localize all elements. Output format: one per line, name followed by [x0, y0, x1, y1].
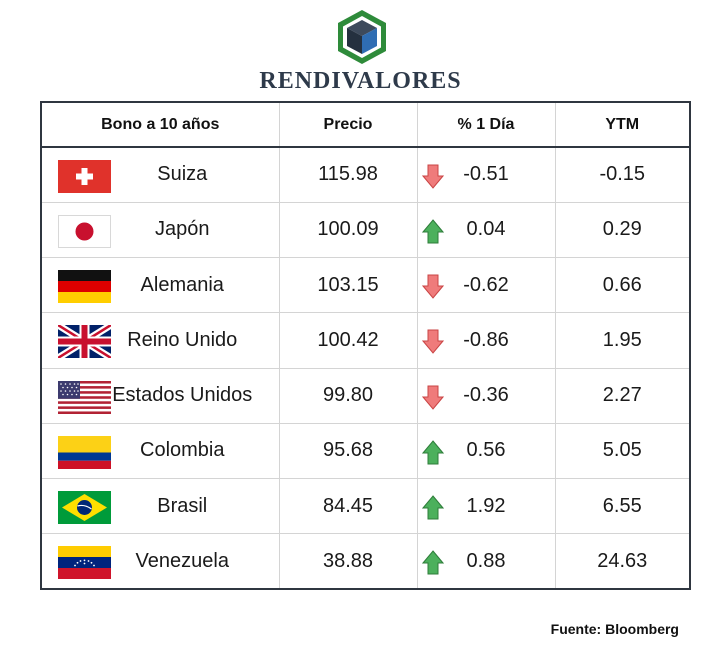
ytm-cell: 24.63 [554, 533, 691, 590]
change-value: 0.88 [466, 549, 506, 572]
down-arrow-icon [421, 329, 444, 355]
ytm-cell: 6.55 [554, 477, 691, 535]
colombia-flag-icon [58, 435, 111, 469]
price-cell: 84.45 [278, 477, 418, 535]
change-cell: 0.88 [416, 533, 556, 590]
header-ytm: YTM [554, 101, 691, 148]
brand-name: RENDIVALORES [259, 68, 462, 94]
price-cell: 100.09 [278, 201, 418, 259]
down-arrow-icon [421, 274, 444, 299]
change-cell: -0.62 [416, 256, 556, 314]
country-cell: Alemania [40, 256, 280, 314]
ytm-cell: 2.27 [554, 367, 691, 424]
table-row: Reino Unido 100.42 -0.86 1.95 [40, 312, 691, 369]
country-name: Alemania [140, 273, 224, 296]
price-cell: 99.80 [278, 367, 418, 424]
table-row: Brasil 84.45 1.92 6.55 [40, 477, 691, 535]
change-value: -0.62 [463, 273, 509, 296]
table-row: Venezuela 38.88 0.88 24.63 [40, 533, 691, 590]
up-arrow-icon [421, 550, 444, 575]
country-name: Suiza [157, 163, 208, 186]
united-kingdom-flag-icon [58, 325, 111, 359]
price-cell: 95.68 [278, 422, 418, 480]
country-name: Japón [155, 218, 210, 241]
ytm-cell: 0.66 [554, 256, 691, 314]
country-cell: Colombia [40, 422, 280, 480]
brand-logo-icon [338, 10, 386, 64]
country-name: Brasil [157, 494, 208, 517]
change-cell: 1.92 [416, 477, 556, 535]
country-cell: Brasil [40, 477, 280, 535]
change-cell: 0.56 [416, 422, 556, 480]
change-value: -0.86 [463, 328, 509, 351]
country-cell: Suiza [40, 146, 280, 203]
table-row: Alemania 103.15 -0.62 0.66 [40, 256, 691, 314]
ytm-cell: -0.15 [554, 146, 691, 203]
country-name: Colombia [140, 439, 225, 462]
country-cell: Estados Unidos [40, 367, 280, 424]
germany-flag-icon [58, 270, 111, 303]
japan-flag-icon [58, 214, 111, 248]
change-value: -0.36 [463, 384, 509, 407]
table-row: Suiza 115.98 -0.51 -0.15 [40, 146, 691, 203]
ytm-cell: 1.95 [554, 312, 691, 369]
change-value: 0.04 [466, 218, 506, 241]
ytm-cell: 0.29 [554, 201, 691, 259]
country-name: Venezuela [135, 549, 229, 572]
up-arrow-icon [421, 495, 444, 520]
price-cell: 103.15 [278, 256, 418, 314]
change-value: 0.56 [466, 439, 506, 462]
header-change: % 1 Día [416, 101, 556, 148]
price-cell: 115.98 [278, 146, 418, 203]
ytm-cell: 5.05 [554, 422, 691, 480]
header-bond: Bono a 10 años [40, 101, 280, 148]
price-cell: 100.42 [278, 312, 418, 369]
header-price: Precio [278, 101, 418, 148]
down-arrow-icon [421, 164, 444, 189]
source-note: Fuente: Bloomberg [550, 621, 679, 637]
bond-table: Bono a 10 años Precio % 1 Día YTM Suiza … [40, 101, 691, 590]
country-name: Reino Unido [127, 328, 238, 351]
price-cell: 38.88 [278, 533, 418, 590]
table-row: Japón 100.09 0.04 0.29 [40, 201, 691, 259]
country-cell: Japón [40, 201, 280, 259]
change-cell: -0.51 [416, 146, 556, 203]
change-value: -0.51 [463, 163, 509, 186]
venezuela-flag-icon [58, 546, 111, 580]
switzerland-flag-icon [58, 160, 111, 193]
change-value: 1.92 [466, 494, 506, 517]
country-name: Estados Unidos [112, 384, 253, 407]
country-cell: Venezuela [40, 533, 280, 590]
down-arrow-icon [421, 385, 444, 410]
change-cell: -0.36 [416, 367, 556, 424]
change-cell: 0.04 [416, 201, 556, 259]
table-row: Estados Unidos 99.80 -0.36 2.27 [40, 367, 691, 424]
up-arrow-icon [421, 218, 444, 244]
united-states-flag-icon [58, 380, 111, 414]
up-arrow-icon [421, 439, 444, 465]
country-cell: Reino Unido [40, 312, 280, 369]
change-cell: -0.86 [416, 312, 556, 369]
table-header-row: Bono a 10 años Precio % 1 Día YTM [40, 101, 691, 148]
table-row: Colombia 95.68 0.56 5.05 [40, 422, 691, 480]
brazil-flag-icon [58, 491, 111, 524]
